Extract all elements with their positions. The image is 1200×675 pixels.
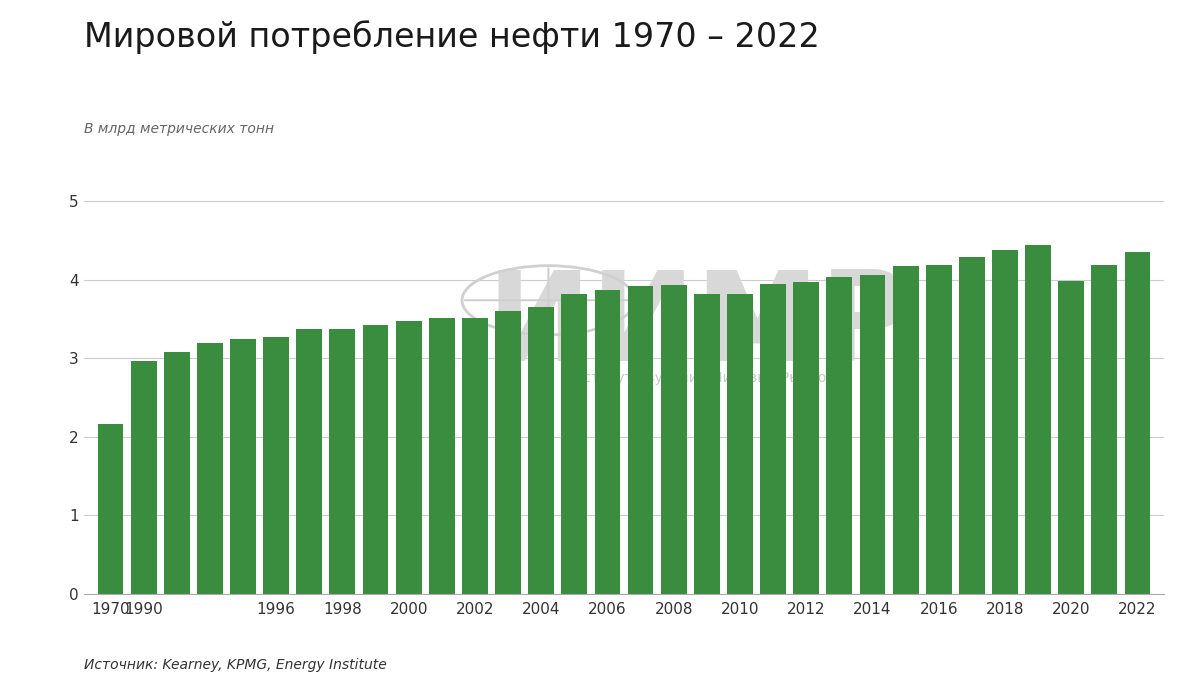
Bar	[496, 311, 521, 594]
Bar	[760, 284, 786, 594]
Bar	[1025, 245, 1051, 594]
Bar	[131, 360, 156, 594]
Bar	[893, 266, 918, 594]
Bar	[230, 339, 256, 594]
Bar	[330, 329, 355, 594]
Bar	[197, 343, 223, 594]
Bar	[462, 317, 488, 594]
Text: В млрд метрических тонн: В млрд метрических тонн	[84, 122, 274, 136]
Text: Источник: Kearney, KPMG, Energy Institute: Источник: Kearney, KPMG, Energy Institut…	[84, 657, 386, 672]
Bar	[1058, 281, 1084, 594]
Bar	[793, 282, 820, 594]
Text: Мировой потребление нефти 1970 – 2022: Мировой потребление нефти 1970 – 2022	[84, 20, 820, 54]
Bar	[694, 294, 720, 594]
Bar	[562, 294, 587, 594]
Bar	[164, 352, 190, 594]
Bar	[1092, 265, 1117, 594]
Bar	[594, 290, 620, 594]
Bar	[959, 257, 985, 594]
Bar	[661, 285, 686, 594]
Bar	[992, 250, 1018, 594]
Text: Институт Изучения Мировых Рынков: Институт Изучения Мировых Рынков	[564, 371, 835, 385]
Bar	[628, 286, 654, 594]
Bar	[859, 275, 886, 594]
Bar	[263, 337, 289, 594]
Bar	[428, 319, 455, 594]
Bar	[97, 423, 124, 594]
Bar	[1124, 252, 1151, 594]
Bar	[727, 294, 752, 594]
Text: ИИМР: ИИМР	[487, 266, 912, 387]
Bar	[396, 321, 421, 594]
Bar	[827, 277, 852, 594]
Bar	[362, 325, 389, 594]
Bar	[528, 307, 554, 594]
Bar	[296, 329, 322, 594]
Bar	[926, 265, 952, 594]
